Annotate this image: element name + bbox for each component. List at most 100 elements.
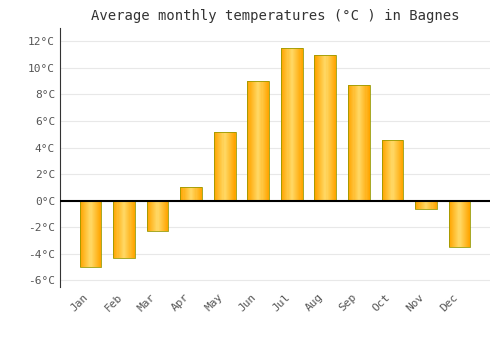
Bar bbox=[286, 48, 288, 201]
Bar bbox=[94, 201, 95, 267]
Bar bbox=[362, 85, 363, 201]
Bar bbox=[87, 201, 88, 267]
Bar bbox=[455, 201, 456, 247]
Bar bbox=[113, 201, 135, 258]
Bar bbox=[83, 201, 84, 267]
Bar bbox=[148, 201, 149, 231]
Bar bbox=[123, 201, 124, 258]
Bar bbox=[217, 132, 218, 201]
Bar bbox=[224, 132, 226, 201]
Bar bbox=[163, 201, 164, 231]
Bar bbox=[293, 48, 294, 201]
Bar bbox=[80, 201, 82, 267]
Bar bbox=[334, 55, 335, 201]
Bar bbox=[146, 201, 169, 231]
Bar bbox=[253, 81, 254, 201]
Bar bbox=[282, 48, 283, 201]
Bar bbox=[298, 48, 300, 201]
Bar bbox=[120, 201, 122, 258]
Bar bbox=[420, 201, 422, 209]
Bar bbox=[316, 55, 318, 201]
Bar bbox=[384, 140, 385, 201]
Bar bbox=[130, 201, 132, 258]
Bar bbox=[266, 81, 267, 201]
Bar bbox=[186, 187, 187, 201]
Bar bbox=[358, 85, 359, 201]
Bar bbox=[262, 81, 264, 201]
Bar bbox=[248, 81, 250, 201]
Bar bbox=[415, 201, 416, 209]
Bar bbox=[90, 201, 92, 267]
Bar bbox=[219, 132, 220, 201]
Bar bbox=[128, 201, 130, 258]
Bar bbox=[320, 55, 321, 201]
Bar bbox=[434, 201, 436, 209]
Bar bbox=[398, 140, 399, 201]
Bar bbox=[166, 201, 168, 231]
Bar bbox=[254, 81, 255, 201]
Bar bbox=[350, 85, 352, 201]
Bar bbox=[268, 81, 269, 201]
Bar bbox=[399, 140, 400, 201]
Bar bbox=[426, 201, 427, 209]
Bar bbox=[231, 132, 232, 201]
Bar bbox=[361, 85, 362, 201]
Bar bbox=[348, 85, 370, 201]
Bar bbox=[464, 201, 465, 247]
Bar bbox=[191, 187, 192, 201]
Bar bbox=[458, 201, 460, 247]
Bar bbox=[184, 187, 186, 201]
Bar bbox=[215, 132, 216, 201]
Bar bbox=[388, 140, 389, 201]
Bar bbox=[321, 55, 322, 201]
Bar bbox=[432, 201, 434, 209]
Bar bbox=[319, 55, 320, 201]
Bar bbox=[188, 187, 189, 201]
Bar bbox=[252, 81, 253, 201]
Bar bbox=[154, 201, 156, 231]
Bar bbox=[114, 201, 116, 258]
Bar bbox=[97, 201, 98, 267]
Bar bbox=[228, 132, 229, 201]
Bar bbox=[296, 48, 297, 201]
Bar bbox=[364, 85, 366, 201]
Bar bbox=[416, 201, 418, 209]
Bar bbox=[248, 81, 269, 201]
Bar bbox=[397, 140, 398, 201]
Bar bbox=[360, 85, 361, 201]
Bar bbox=[190, 187, 191, 201]
Bar bbox=[198, 187, 200, 201]
Bar bbox=[258, 81, 260, 201]
Bar bbox=[349, 85, 350, 201]
Bar bbox=[85, 201, 86, 267]
Bar bbox=[124, 201, 125, 258]
Bar bbox=[348, 85, 349, 201]
Bar bbox=[389, 140, 390, 201]
Bar bbox=[230, 132, 231, 201]
Bar bbox=[324, 55, 326, 201]
Bar bbox=[86, 201, 87, 267]
Bar bbox=[300, 48, 302, 201]
Bar bbox=[125, 201, 126, 258]
Bar bbox=[126, 201, 128, 258]
Bar bbox=[232, 132, 234, 201]
Bar bbox=[95, 201, 96, 267]
Bar bbox=[297, 48, 298, 201]
Bar bbox=[100, 201, 102, 267]
Bar bbox=[149, 201, 150, 231]
Bar bbox=[256, 81, 257, 201]
Bar bbox=[453, 201, 454, 247]
Bar bbox=[452, 201, 453, 247]
Bar bbox=[165, 201, 166, 231]
Bar bbox=[152, 201, 153, 231]
Bar bbox=[146, 201, 148, 231]
Bar bbox=[394, 140, 396, 201]
Bar bbox=[460, 201, 462, 247]
Bar bbox=[189, 187, 190, 201]
Bar bbox=[285, 48, 286, 201]
Bar bbox=[382, 140, 404, 201]
Bar bbox=[359, 85, 360, 201]
Bar bbox=[333, 55, 334, 201]
Bar bbox=[260, 81, 262, 201]
Bar bbox=[84, 201, 85, 267]
